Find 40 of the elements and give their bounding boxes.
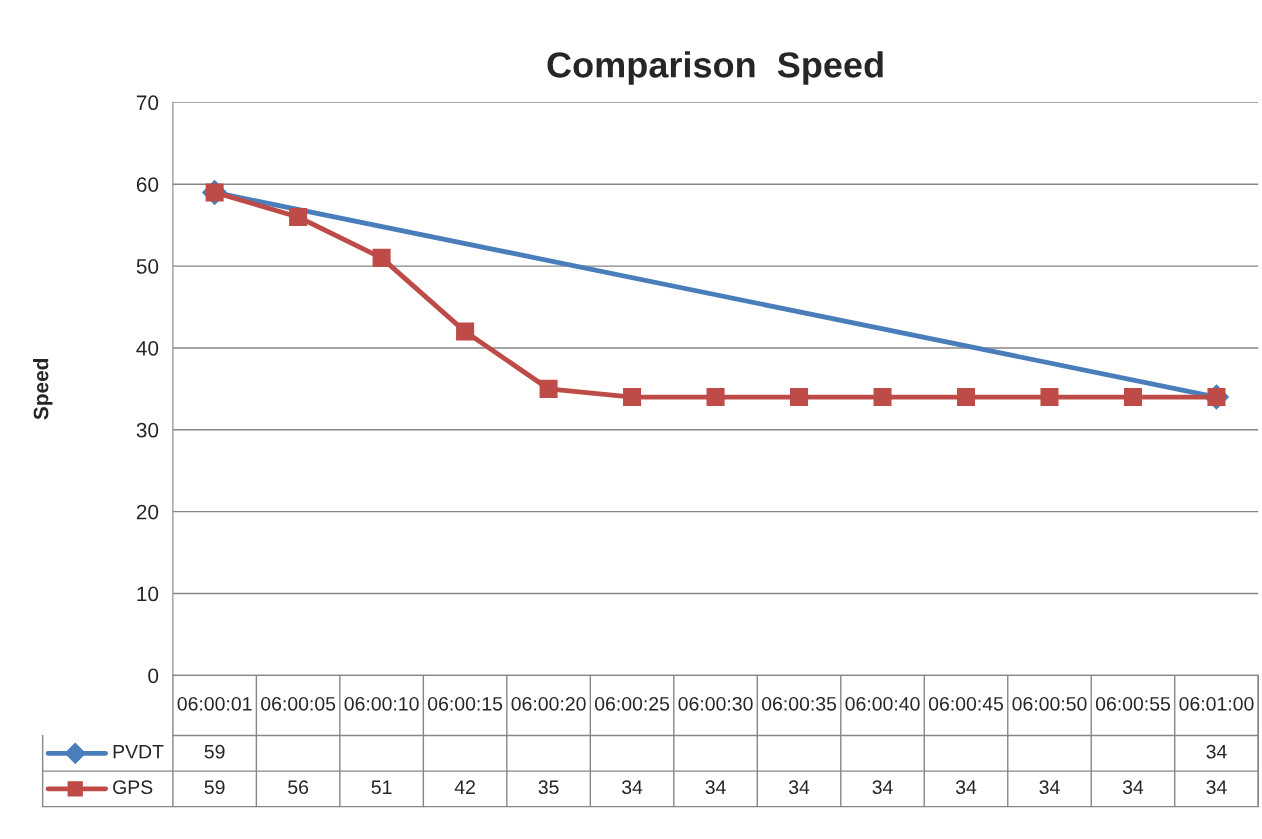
- data-label: 34: [1206, 780, 1227, 795]
- y-tick-label: 10: [137, 586, 159, 602]
- legend-label: PVDT: [113, 744, 164, 759]
- y-tick-label: 30: [136, 422, 159, 438]
- data-label: 42: [454, 780, 475, 794]
- x-tick-label: 06:00:50: [1012, 696, 1087, 711]
- data-label: 34: [788, 780, 810, 795]
- x-tick-label: 06:00:40: [845, 696, 920, 711]
- x-tick-label: 06:00:25: [594, 696, 670, 711]
- data-label: 34: [1039, 780, 1060, 795]
- data-label: 34: [1122, 780, 1144, 795]
- data-label: 51: [371, 780, 392, 795]
- x-tick-label: 06:00:20: [511, 696, 586, 711]
- y-tick-label: 0: [148, 668, 159, 684]
- chart-title: Comparison Speed: [547, 51, 883, 85]
- x-tick-label: 06:00:45: [928, 696, 1004, 711]
- data-label: 35: [538, 780, 559, 795]
- x-tick-label: 06:01:00: [1179, 696, 1254, 711]
- x-tick-label: 06:00:55: [1095, 696, 1171, 711]
- x-tick-label: 06:00:01: [177, 696, 252, 711]
- data-label: 59: [204, 780, 225, 795]
- legend-label: GPS: [113, 780, 153, 795]
- x-tick-label: 06:00:10: [344, 696, 419, 711]
- data-label: 56: [288, 780, 309, 795]
- x-tick-label: 06:00:05: [261, 696, 336, 711]
- y-axis-title: Speed: [33, 358, 53, 420]
- y-tick-label: 50: [136, 259, 159, 274]
- data-label: 34: [622, 780, 643, 795]
- y-tick-label: 40: [136, 340, 159, 356]
- y-tick-label: 20: [136, 504, 159, 520]
- data-label: 34: [1206, 744, 1227, 759]
- data-label: 34: [955, 780, 977, 795]
- data-label: 34: [705, 780, 726, 795]
- y-tick-label: 70: [136, 95, 159, 111]
- x-tick-label: 06:00:35: [761, 696, 837, 711]
- x-tick-label: 06:00:15: [428, 696, 503, 711]
- data-label: 34: [872, 780, 893, 795]
- data-label: 59: [204, 744, 225, 759]
- y-tick-label: 60: [136, 177, 159, 192]
- x-tick-label: 06:00:30: [678, 696, 753, 711]
